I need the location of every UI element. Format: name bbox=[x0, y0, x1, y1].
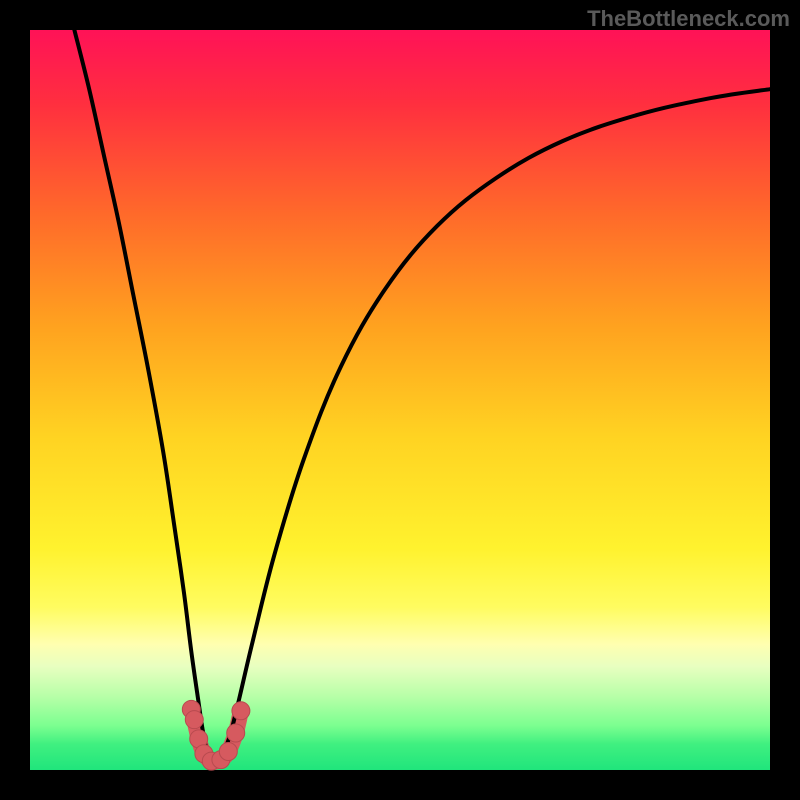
data-marker bbox=[219, 743, 237, 761]
watermark-text: TheBottleneck.com bbox=[587, 6, 790, 32]
chart-svg bbox=[0, 0, 800, 800]
data-marker bbox=[232, 702, 250, 720]
data-marker bbox=[227, 724, 245, 742]
data-marker bbox=[185, 711, 203, 729]
chart-container bbox=[0, 0, 800, 800]
plot-background bbox=[30, 30, 770, 770]
